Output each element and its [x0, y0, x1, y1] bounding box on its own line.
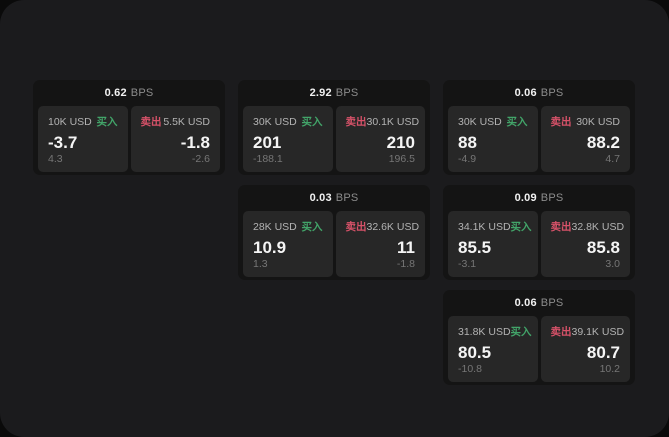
sell-size: 39.1K USD	[571, 326, 625, 338]
card-header: 0.62 BPS	[33, 80, 225, 106]
buy-size: 31.8K USD	[458, 326, 511, 338]
quote-card-grid: 0.62 BPS 10K USD 买入 -3.7 4.3 卖出 5.5K USD	[33, 80, 635, 385]
buy-size: 30K USD	[458, 116, 502, 128]
bps-value: 0.06	[514, 297, 537, 309]
sell-side-label: 卖出	[550, 326, 572, 338]
buy-delta: -4.9	[458, 153, 477, 165]
buy-price: 10.9	[253, 238, 287, 257]
bps-value: 0.09	[514, 192, 537, 204]
buy-price: 88	[458, 133, 477, 152]
buy-side-label: 买入	[301, 116, 323, 128]
sell-panel[interactable]: 卖出 30K USD 88.2 4.7	[540, 106, 630, 172]
buy-price: 80.5	[458, 343, 492, 362]
sell-price: 11	[397, 238, 415, 257]
panels: 34.1K USD 买入 85.5 -3.1 卖出 32.8K USD 85.8…	[443, 211, 635, 283]
bps-value: 2.92	[309, 87, 332, 99]
buy-size: 34.1K USD	[458, 221, 511, 233]
sell-panel[interactable]: 卖出 5.5K USD -1.8 -2.6	[130, 106, 220, 172]
sell-side-label: 卖出	[345, 116, 367, 128]
quote-card: 0.62 BPS 10K USD 买入 -3.7 4.3 卖出 5.5K USD	[33, 80, 225, 175]
sell-price: 88.2	[586, 133, 620, 152]
buy-delta: -10.8	[458, 363, 482, 375]
quote-card: 0.09 BPS 34.1K USD 买入 85.5 -3.1 卖出 32.8K …	[443, 185, 635, 280]
sell-side-label: 卖出	[550, 116, 572, 128]
sell-panel[interactable]: 卖出 32.8K USD 85.8 3.0	[540, 211, 630, 277]
buy-panel[interactable]: 30K USD 买入 201 -188.1	[243, 106, 333, 172]
buy-size: 28K USD	[253, 221, 297, 233]
panels: 10K USD 买入 -3.7 4.3 卖出 5.5K USD -1.8 -2.…	[33, 106, 225, 178]
sell-size: 5.5K USD	[163, 116, 210, 128]
buy-size: 10K USD	[48, 116, 92, 128]
buy-side-label: 买入	[301, 221, 323, 233]
bps-unit-label: BPS	[335, 87, 359, 99]
sell-delta: -1.8	[396, 258, 415, 270]
sell-price: 85.8	[586, 238, 620, 257]
sell-panel[interactable]: 卖出 32.6K USD 11 -1.8	[335, 211, 425, 277]
sell-size: 32.8K USD	[571, 221, 625, 233]
buy-delta: -3.1	[458, 258, 477, 270]
sell-delta: 4.7	[605, 153, 620, 165]
quote-card: 0.03 BPS 28K USD 买入 10.9 1.3 卖出 32.6K USD	[238, 185, 430, 280]
sell-side-label: 卖出	[345, 221, 367, 233]
sell-side-label: 卖出	[550, 221, 572, 233]
buy-panel[interactable]: 28K USD 买入 10.9 1.3	[243, 211, 333, 277]
buy-side-label: 买入	[510, 326, 532, 338]
buy-price: 85.5	[458, 238, 492, 257]
sell-price: 80.7	[586, 343, 620, 362]
buy-panel[interactable]: 31.8K USD 买入 80.5 -10.8	[448, 316, 538, 382]
buy-price: 201	[253, 133, 282, 152]
buy-delta: 4.3	[48, 153, 63, 165]
panels: 31.8K USD 买入 80.5 -10.8 卖出 39.1K USD 80.…	[443, 316, 635, 388]
sell-panel[interactable]: 卖出 39.1K USD 80.7 10.2	[540, 316, 630, 382]
bps-unit-label: BPS	[335, 192, 359, 204]
buy-price: -3.7	[48, 133, 78, 152]
buy-panel[interactable]: 34.1K USD 买入 85.5 -3.1	[448, 211, 538, 277]
buy-side-label: 买入	[96, 116, 118, 128]
sell-size: 32.6K USD	[366, 221, 420, 233]
card-header: 0.09 BPS	[443, 185, 635, 211]
bps-value: 0.03	[309, 192, 332, 204]
buy-side-label: 买入	[506, 116, 528, 128]
sell-delta: 3.0	[605, 258, 620, 270]
panels: 28K USD 买入 10.9 1.3 卖出 32.6K USD 11 -1.8	[238, 211, 430, 283]
quote-card: 0.06 BPS 31.8K USD 买入 80.5 -10.8 卖出 39.1K…	[443, 290, 635, 385]
card-header: 0.03 BPS	[238, 185, 430, 211]
buy-size: 30K USD	[253, 116, 297, 128]
bps-value: 0.06	[514, 87, 537, 99]
quote-card: 0.06 BPS 30K USD 买入 88 -4.9 卖出 30K USD	[443, 80, 635, 175]
card-header: 0.06 BPS	[443, 80, 635, 106]
buy-panel[interactable]: 10K USD 买入 -3.7 4.3	[38, 106, 128, 172]
buy-delta: 1.3	[253, 258, 268, 270]
quote-card: 2.92 BPS 30K USD 买入 201 -188.1 卖出 30.1K U…	[238, 80, 430, 175]
sell-panel[interactable]: 卖出 30.1K USD 210 196.5	[335, 106, 425, 172]
sell-delta: -2.6	[191, 153, 210, 165]
bps-unit-label: BPS	[540, 192, 564, 204]
bps-value: 0.62	[104, 87, 127, 99]
buy-panel[interactable]: 30K USD 买入 88 -4.9	[448, 106, 538, 172]
sell-size: 30K USD	[576, 116, 620, 128]
panels: 30K USD 买入 88 -4.9 卖出 30K USD 88.2 4.7	[443, 106, 635, 178]
sell-price: -1.8	[180, 133, 210, 152]
bps-unit-label: BPS	[130, 87, 154, 99]
sell-side-label: 卖出	[140, 116, 162, 128]
bps-unit-label: BPS	[540, 87, 564, 99]
sell-delta: 196.5	[388, 153, 415, 165]
card-header: 0.06 BPS	[443, 290, 635, 316]
buy-side-label: 买入	[510, 221, 532, 233]
sell-size: 30.1K USD	[366, 116, 420, 128]
panels: 30K USD 买入 201 -188.1 卖出 30.1K USD 210 1…	[238, 106, 430, 178]
bps-unit-label: BPS	[540, 297, 564, 309]
buy-delta: -188.1	[253, 153, 283, 165]
sell-price: 210	[386, 133, 415, 152]
sell-delta: 10.2	[599, 363, 620, 375]
card-header: 2.92 BPS	[238, 80, 430, 106]
